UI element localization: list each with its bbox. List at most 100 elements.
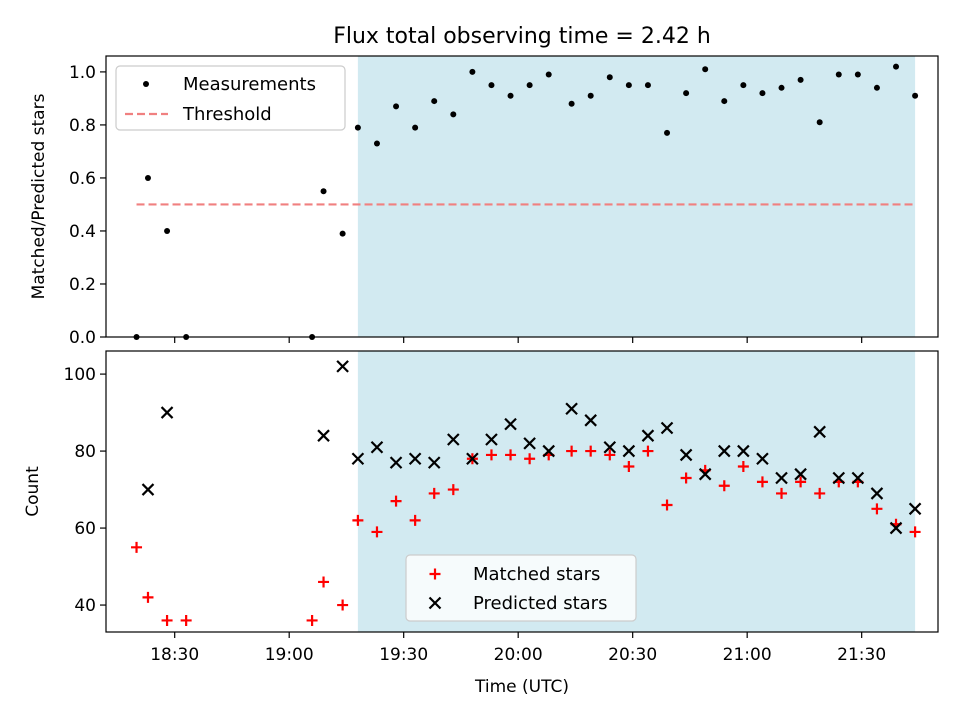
predicted-star-point [641,429,655,442]
matched-star-point [623,460,635,472]
figure-title: Flux total observing time = 2.42 h [333,24,711,49]
x-tick-label: 21:30 [837,645,886,665]
y-tick-label: 0.0 [69,328,96,348]
legend-box [405,554,637,622]
predicted-star-point [832,471,846,485]
matched-star-point [585,445,597,457]
measurement-point [912,92,919,99]
measurement-point [431,98,438,105]
y-tick-label: 0.2 [69,275,96,295]
y-axis-label: Count [23,466,43,517]
x-axis-label: Time (UTC) [474,677,569,697]
measurement-point [354,124,361,131]
predicted-star-point [775,471,788,485]
matched-star-point [485,449,497,461]
measurement-point [320,188,327,195]
measurement-point [797,76,804,83]
measurement-point [587,92,594,99]
matched-star-point [337,599,349,611]
matched-star-point [161,614,173,626]
predicted-star-point [698,467,712,481]
measurement-point [683,90,690,97]
legend-box [115,65,346,131]
matched-star-point [661,499,673,511]
measurement-point [873,84,880,91]
measurement-point [721,98,728,105]
measurement-point [664,129,671,136]
predicted-star-point [794,467,807,481]
legend-label-measurements: Measurements [183,74,316,95]
matched-star-point [428,487,440,499]
measurement-point [144,174,151,181]
measurement-point [759,90,766,97]
measurement-point [778,84,785,91]
predicted-star-point [408,452,422,466]
y-tick-label: 0.6 [69,169,96,189]
predicted-star-point [717,444,731,458]
measurement-point [835,71,842,78]
x-tick-label: 18:30 [150,645,199,665]
y-tick-label: 80 [74,442,96,462]
measurement-point [393,103,400,110]
measurement-point [450,111,457,118]
measurement-point [164,227,171,234]
matched-star-point [566,445,578,457]
predicted-star-point [870,487,884,500]
predicted-star-point [813,425,826,439]
predicted-star-point [485,433,498,446]
measurement-point [625,82,632,89]
matched-star-point [371,526,383,538]
measurement-point [526,82,533,89]
predicted-star-point [851,471,865,485]
measurement-point [545,71,552,78]
matched-star-point [756,476,768,488]
y-tick-label: 1.0 [69,63,96,83]
measurement-point [740,82,747,89]
measurement-point [568,100,575,107]
legend-label-predicted: Predicted stars [473,593,607,614]
x-tick-label: 21:00 [723,645,772,665]
legend-label-threshold: Threshold [182,104,272,125]
measurement-point [644,82,651,89]
predicted-star-point [389,456,403,469]
axes-frame [105,350,939,633]
matched-star-point [776,487,788,499]
matched-star-point [680,472,692,484]
predicted-star-point [427,456,441,469]
predicted-star-point [466,452,479,466]
matched-star-point [718,480,730,492]
predicted-star-point [908,502,922,516]
matched-star-point [142,591,154,603]
matched-star-point [524,453,536,465]
y-tick-label: 0.8 [69,116,96,136]
predicted-star-point [351,452,365,466]
matched-star-point [318,576,330,588]
measurement-point [488,82,495,89]
predicted-star-point [756,452,769,466]
x-tick-label: 20:00 [494,645,543,665]
predicted-star-point [660,421,674,435]
matched-star-point [604,449,616,461]
matched-star-point [795,476,807,488]
matched-star-point [390,495,402,507]
legend: Measurements Threshold [115,65,346,131]
predicted-star-point [523,437,536,450]
y-tick-label: 100 [64,365,96,385]
predicted-star-point [504,417,517,431]
legend: Matched stars Predicted stars [405,554,637,622]
matched-star-point [447,484,459,496]
matched-star-point [814,487,826,499]
legend-label-matched: Matched stars [473,564,600,585]
matched-star-point [737,460,749,472]
predicted-star-point [141,483,155,496]
shaded-observing-window [357,56,916,337]
matched-star-point [409,514,421,526]
measurement-point [469,68,476,75]
matched-star-point [871,503,883,515]
y-tick-label: 40 [74,596,96,616]
predicted-star-point [679,448,693,462]
top-panel: 0.0 0.2 0.4 0.6 0.8 1.0 Matched/Predicted star… [29,55,939,348]
legend-marker-matched [429,568,441,580]
axes-frame [105,55,939,338]
y-tick-label: 0.4 [69,222,96,242]
